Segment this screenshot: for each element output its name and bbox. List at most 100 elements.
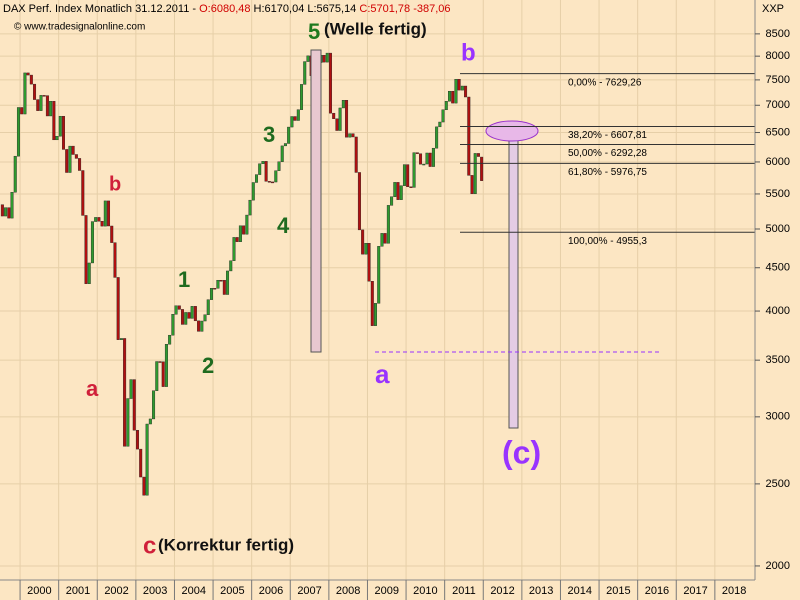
date: 31.12.2011 - [135,3,196,15]
candle-body [448,90,451,102]
x-tick-label: 2006 [259,585,283,597]
x-tick-label: 2018 [722,585,746,597]
candle-body [222,280,226,295]
candle-body [55,136,59,141]
candle-body [338,107,342,131]
candle-body [357,172,361,231]
annotation: 5 [308,19,320,44]
candle-body [380,233,384,247]
candle-body [155,361,159,391]
candle-body [213,288,217,290]
candle-body [71,145,75,155]
candle-body [181,309,184,325]
y-tick-label: 7000 [766,99,790,111]
candle-body [16,107,20,157]
candle-body [119,338,123,340]
y-tick-label: 6000 [766,156,790,168]
candle-body [264,161,268,182]
x-tick-label: 2011 [452,585,476,597]
fibonacci: 0,00% - 7629,26 38,20% - 6607,81 50,00% - … [460,73,755,247]
candle-body [171,314,175,336]
candle-body [274,170,278,183]
candle-body [42,95,46,97]
x-tick-label: 2017 [683,585,707,597]
candle-body [438,121,442,128]
candles [0,52,484,496]
candle-body [177,305,181,310]
x-tick-label: 2009 [375,585,399,597]
candle-body [129,379,133,399]
candle-body [441,109,445,123]
candle-body [470,175,474,195]
candle-body [280,145,284,162]
candle-body [296,109,300,121]
y-tick-label: 4500 [766,262,790,274]
candle-body [370,281,374,326]
candle-body [248,199,252,216]
annotation: 2 [202,353,214,378]
x-tick-label: 2014 [568,585,592,597]
candle-body [10,192,14,219]
x-tick-label: 2010 [413,585,437,597]
fib-label: 61,80% - 5976,75 [568,167,647,178]
candle-body [216,280,220,289]
candle-body [206,299,210,315]
candle-body [322,55,326,63]
candle-body [406,164,410,187]
candle-body [142,476,146,496]
annotations: 5 (Welle fertig) b a (c) a b c (Korrektur fertig… [86,19,541,560]
candle-body [87,262,91,284]
x-tick-label: 2015 [606,585,630,597]
annotation: (c) [502,434,541,470]
candle-body [377,246,381,304]
candle-body [226,270,230,295]
annotation: c [143,532,156,559]
candle-body [393,182,397,197]
candle-body [187,312,191,319]
candle-body [267,181,271,183]
fib-label: 0,00% - 7629,26 [568,77,642,88]
candle-body [209,288,213,300]
candle-body [361,229,365,255]
candle-body [354,136,358,173]
annotation: a [375,359,390,389]
candle-body [39,95,43,111]
candle-body [303,61,307,85]
annotation: b [109,173,121,195]
candle-body [341,100,345,109]
candle-body [300,84,304,110]
candle-body [148,418,152,425]
candle-body [428,152,432,167]
candle-body [33,83,37,100]
candle-body [174,305,178,315]
candle-body [251,182,255,201]
candle-body [84,215,88,284]
candle-body [386,205,390,244]
candle-body [29,74,33,85]
y-tick-label: 5500 [766,188,790,200]
candle-body [402,164,406,186]
candle-body [68,145,72,173]
candle-body [13,155,17,193]
candle-body [219,280,223,282]
candle-body [460,85,464,91]
candle-body [332,112,336,119]
candle-body [145,423,149,496]
candle-body [107,200,111,227]
candle-body [4,207,8,217]
y-tick-label: 8000 [766,50,790,62]
candle-body [94,217,98,222]
x-tick-label: 2016 [645,585,669,597]
candle-body [261,161,265,164]
target-bar [508,130,519,429]
annotation: b [461,39,476,66]
candle-body [36,99,40,111]
annotation: (Korrektur fertig) [158,535,294,554]
axes: 2000 2500 3000 3500 4000 4500 5000 5500 6000 6500… [19,28,790,600]
candle-body [422,163,426,166]
candle-body [435,126,439,149]
candle-body [135,429,139,450]
